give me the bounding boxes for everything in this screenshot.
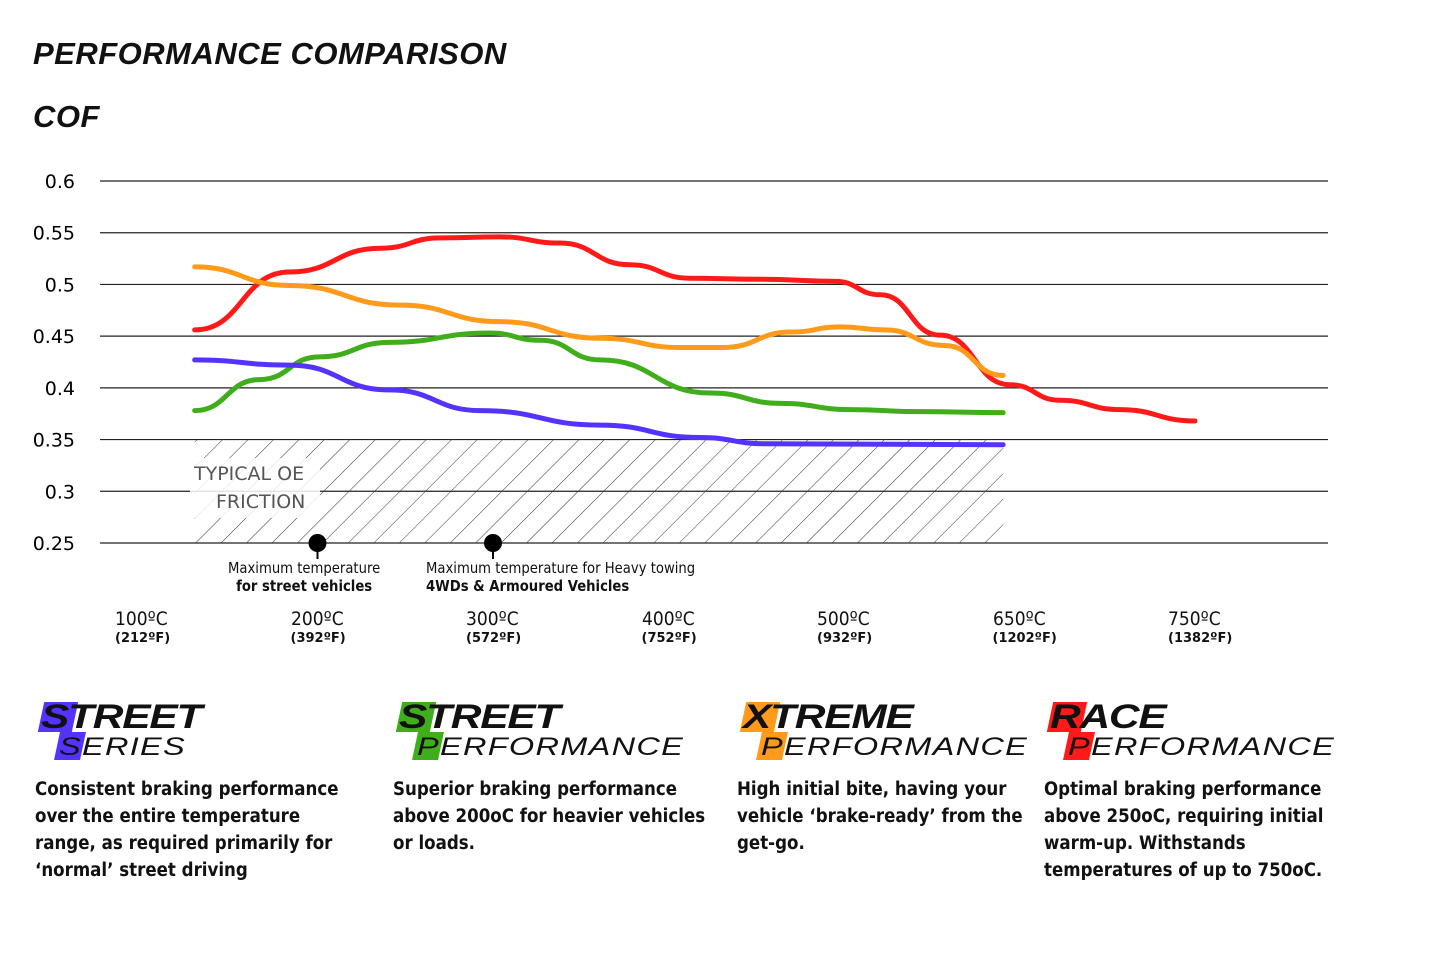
logo-line1: RACE xyxy=(1050,698,1167,736)
y-tick-label: 0.3 xyxy=(45,481,75,503)
y-tick-label: 0.6 xyxy=(45,171,75,193)
x-tick-label: 100ºC (212ºF) xyxy=(115,608,235,646)
product-logo: RACE PERFORMANCE xyxy=(1044,698,1374,762)
x-tick-fahrenheit: (392ºF) xyxy=(290,631,346,646)
x-tick-label: 750ºC (1382ºF) xyxy=(1168,608,1288,646)
annotation-line2: for street vehicles xyxy=(236,577,373,595)
y-tick-label: 0.25 xyxy=(33,533,75,555)
y-axis-title: COF xyxy=(33,99,100,134)
annotation-marker xyxy=(484,534,502,552)
x-tick-celsius: 650ºC xyxy=(992,608,1046,630)
annotation-line1: Maximum temperature for Heavy towing xyxy=(426,559,696,577)
product-logo: XTREME PERFORMANCE xyxy=(737,698,1067,762)
product-logo: STREET PERFORMANCE xyxy=(393,698,723,762)
x-tick-celsius: 400ºC xyxy=(641,608,695,630)
product-0: STREET SERIES Consistent braking perform… xyxy=(35,698,365,884)
typical-oe-friction-region xyxy=(194,439,1004,543)
product-logo: STREET SERIES xyxy=(35,698,365,762)
product-description: Optimal braking performance above 250oC,… xyxy=(1044,779,1324,881)
x-tick-fahrenheit: (932ºF) xyxy=(817,631,873,646)
logo-line1: XTREME xyxy=(743,698,914,736)
x-tick-celsius: 200ºC xyxy=(290,608,344,630)
region-label-line2: FRICTION xyxy=(216,491,305,513)
series-line-3 xyxy=(192,357,1006,448)
logo-line2: PERFORMANCE xyxy=(761,733,1029,761)
y-tick-label: 0.5 xyxy=(45,274,75,296)
x-tick-label: 200ºC (392ºF) xyxy=(291,608,411,646)
logo-line2: PERFORMANCE xyxy=(417,733,685,761)
series-line-1 xyxy=(192,264,1006,378)
x-tick-fahrenheit: (1382ºF) xyxy=(1168,631,1233,646)
y-tick-label: 0.4 xyxy=(45,378,75,400)
cof-chart: 0.6 0.55 0.5 0.45 0.4 0.35 0.3 0.25 TYPICAL OE F… xyxy=(33,171,1328,559)
x-tick-fahrenheit: (752ºF) xyxy=(641,631,697,646)
product-2: XTREME PERFORMANCE High initial bite, ha… xyxy=(737,698,1067,857)
annotation-line1: Maximum temperature xyxy=(228,559,381,577)
product-1: STREET PERFORMANCE Superior braking perf… xyxy=(393,698,723,857)
x-tick-celsius: 300ºC xyxy=(466,608,519,630)
x-tick-fahrenheit: (572ºF) xyxy=(466,631,522,646)
x-tick-label: 500ºC (932ºF) xyxy=(817,608,937,646)
x-tick-label: 400ºC (752ºF) xyxy=(642,608,762,646)
annotation-street-max: Maximum temperature for street vehicles xyxy=(228,559,380,595)
series-line-2 xyxy=(192,330,1006,416)
y-tick-label: 0.35 xyxy=(33,430,75,452)
x-tick-label: 650ºC (1202ºF) xyxy=(993,608,1113,646)
y-tick-label: 0.55 xyxy=(33,223,75,245)
series-line-0 xyxy=(192,234,1198,424)
x-tick-label: 300ºC (572ºF) xyxy=(466,608,586,646)
logo-line1: STREET xyxy=(41,698,202,736)
logo-line2: SERIES xyxy=(59,733,187,761)
x-tick-celsius: 100ºC xyxy=(115,608,168,630)
x-tick-fahrenheit: (212ºF) xyxy=(115,631,171,646)
annotation-line2: 4WDs & Armoured Vehicles xyxy=(426,577,630,595)
product-3: RACE PERFORMANCE Optimal braking perform… xyxy=(1044,698,1374,884)
x-tick-fahrenheit: (1202ºF) xyxy=(992,631,1057,646)
logo-line2: PERFORMANCE xyxy=(1068,733,1336,761)
x-tick-celsius: 500ºC xyxy=(817,608,870,630)
product-description: High initial bite, having your vehicle ‘… xyxy=(737,779,1023,854)
product-description: Superior braking performance above 200oC… xyxy=(393,779,706,854)
logo-line1: STREET xyxy=(399,698,560,736)
annotation-marker xyxy=(308,534,327,552)
annotation-towing-max: Maximum temperature for Heavy towing 4WD… xyxy=(426,559,695,595)
page-title: PERFORMANCE COMPARISON xyxy=(33,36,507,71)
x-tick-celsius: 750ºC xyxy=(1168,608,1221,630)
product-description: Consistent braking performance over the … xyxy=(35,779,339,881)
y-tick-label: 0.45 xyxy=(33,326,75,348)
region-label-line1: TYPICAL OE xyxy=(193,463,304,485)
